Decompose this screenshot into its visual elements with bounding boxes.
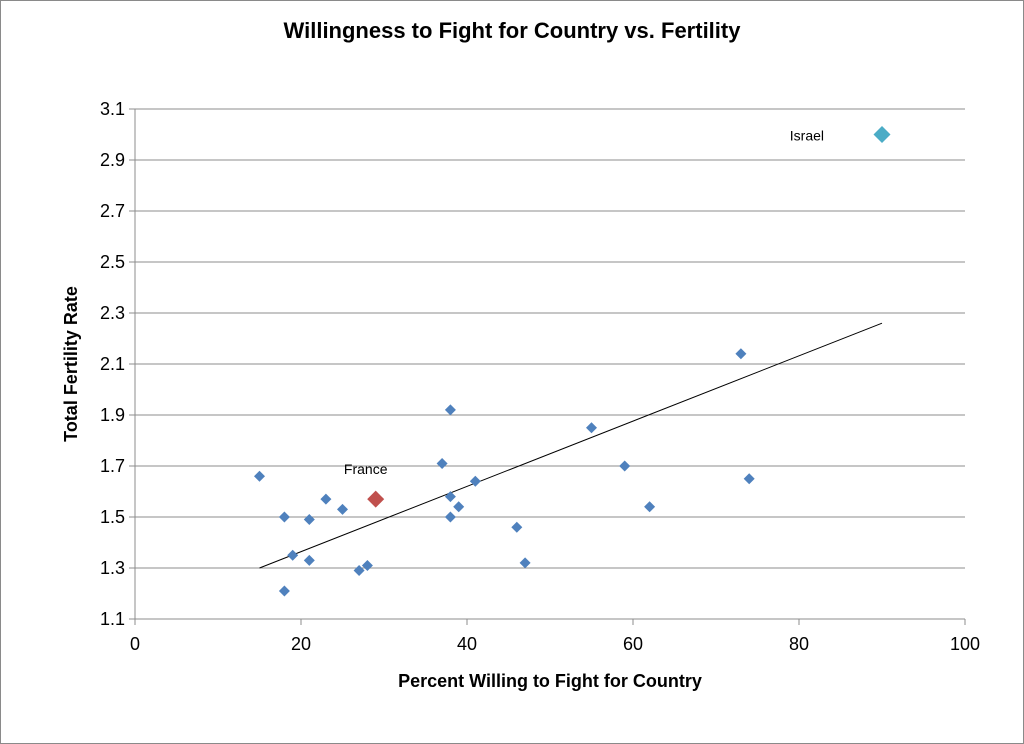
data-point (287, 549, 299, 561)
france-label: France (344, 461, 388, 477)
x-tick-label: 80 (789, 634, 809, 654)
y-tick-label: 2.3 (100, 303, 125, 323)
trendline-group (259, 322, 883, 569)
data-point (278, 585, 290, 597)
highlighted-points: France Israel (344, 126, 891, 508)
data-point (436, 457, 448, 469)
data-point (644, 501, 656, 513)
y-tick-label: 2.5 (100, 252, 125, 272)
x-axis-tick-labels: 0 20 40 60 80 100 (130, 634, 980, 654)
y-axis-title: Total Fertility Rate (61, 286, 81, 442)
data-point (453, 501, 465, 513)
x-axis-title: Percent Willing to Fight for Country (398, 671, 702, 691)
data-point (337, 503, 348, 515)
data-point (511, 521, 523, 533)
x-tick-label: 40 (457, 634, 477, 654)
y-tick-label: 2.7 (100, 201, 125, 221)
y-tick-label: 1.9 (100, 405, 125, 425)
data-point (278, 511, 290, 523)
data-point (361, 559, 373, 571)
data-point (303, 514, 315, 526)
x-tick-label: 60 (623, 634, 643, 654)
israel-label: Israel (790, 128, 824, 144)
data-point (444, 511, 456, 523)
data-point (303, 554, 315, 566)
data-point (444, 404, 456, 416)
y-tick-label: 1.5 (100, 507, 125, 527)
data-point (586, 422, 597, 434)
gridlines (129, 108, 966, 625)
data-points (254, 348, 755, 597)
x-tick-label: 100 (950, 634, 980, 654)
data-point (735, 348, 747, 360)
y-tick-label: 1.3 (100, 558, 125, 578)
y-tick-label: 1.1 (100, 609, 125, 629)
trendline (259, 322, 883, 569)
y-tick-label: 2.1 (100, 354, 125, 374)
data-point (469, 475, 481, 487)
y-tick-label: 2.9 (100, 150, 125, 170)
y-axis-tick-labels: 1.1 1.3 1.5 1.7 1.9 2.1 2.3 2.5 2.7 2.9 3.1 (100, 99, 125, 629)
data-point (743, 473, 755, 485)
y-tick-label: 1.7 (100, 456, 125, 476)
data-point (353, 565, 365, 577)
israel-point (873, 126, 891, 143)
data-point (444, 491, 456, 503)
data-point (519, 557, 531, 569)
y-tick-label: 3.1 (100, 99, 125, 119)
data-point (320, 493, 332, 505)
x-tick-label: 20 (291, 634, 311, 654)
chart-title: Willingness to Fight for Country vs. Fer… (284, 18, 742, 43)
data-point (619, 460, 631, 472)
france-point (367, 490, 385, 508)
x-tick-label: 0 (130, 634, 140, 654)
data-point (254, 470, 265, 482)
